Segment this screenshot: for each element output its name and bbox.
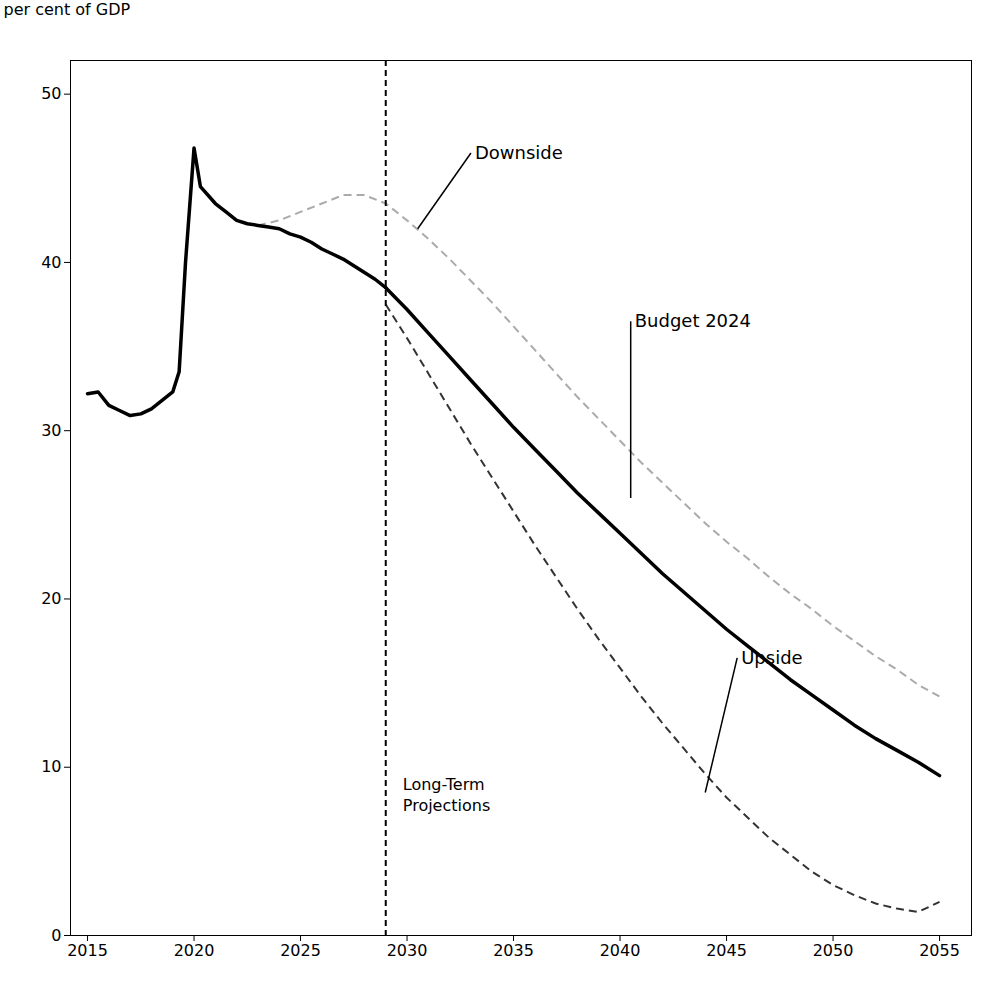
svg-text:0: 0 <box>51 926 61 945</box>
svg-text:Downside: Downside <box>475 142 563 163</box>
svg-text:2040: 2040 <box>600 941 641 960</box>
svg-text:Budget 2024: Budget 2024 <box>635 310 751 331</box>
svg-text:10: 10 <box>41 757 61 776</box>
svg-text:Long-TermProjections: Long-TermProjections <box>403 775 490 815</box>
svg-text:30: 30 <box>41 421 61 440</box>
svg-text:2050: 2050 <box>813 941 854 960</box>
svg-text:20: 20 <box>41 589 61 608</box>
svg-text:50: 50 <box>41 84 61 103</box>
svg-text:2055: 2055 <box>919 941 960 960</box>
svg-text:40: 40 <box>41 253 61 272</box>
svg-text:per cent of GDP: per cent of GDP <box>4 0 131 19</box>
svg-text:2045: 2045 <box>706 941 747 960</box>
svg-text:2015: 2015 <box>67 941 108 960</box>
svg-text:Upside: Upside <box>741 647 802 668</box>
svg-text:2035: 2035 <box>493 941 534 960</box>
svg-text:2030: 2030 <box>387 941 428 960</box>
svg-text:2025: 2025 <box>280 941 321 960</box>
svg-text:2020: 2020 <box>174 941 215 960</box>
